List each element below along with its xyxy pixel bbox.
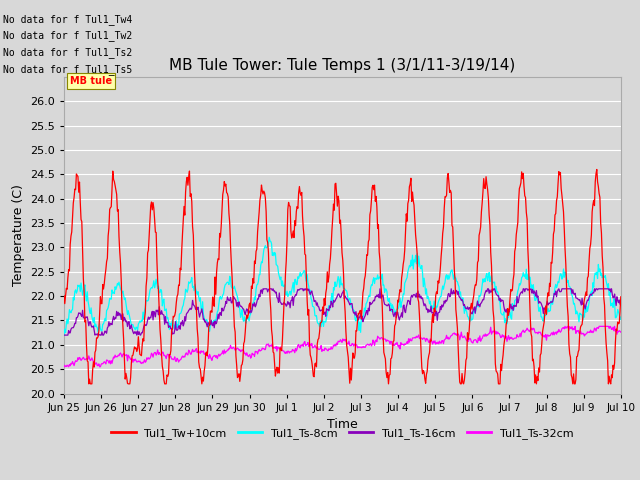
Y-axis label: Temperature (C): Temperature (C) [12, 184, 24, 286]
Title: MB Tule Tower: Tule Temps 1 (3/1/11-3/19/14): MB Tule Tower: Tule Temps 1 (3/1/11-3/19… [169, 58, 516, 73]
Text: No data for f Tul1_Ts5: No data for f Tul1_Ts5 [3, 64, 132, 75]
X-axis label: Time: Time [327, 418, 358, 431]
Legend: Tul1_Tw+10cm, Tul1_Ts-8cm, Tul1_Ts-16cm, Tul1_Ts-32cm: Tul1_Tw+10cm, Tul1_Ts-8cm, Tul1_Ts-16cm,… [107, 424, 578, 444]
Text: MB tule: MB tule [70, 76, 112, 86]
Text: No data for f Tul1_Tw2: No data for f Tul1_Tw2 [3, 30, 132, 41]
Text: No data for f Tul1_Ts2: No data for f Tul1_Ts2 [3, 47, 132, 58]
Text: No data for f Tul1_Tw4: No data for f Tul1_Tw4 [3, 13, 132, 24]
